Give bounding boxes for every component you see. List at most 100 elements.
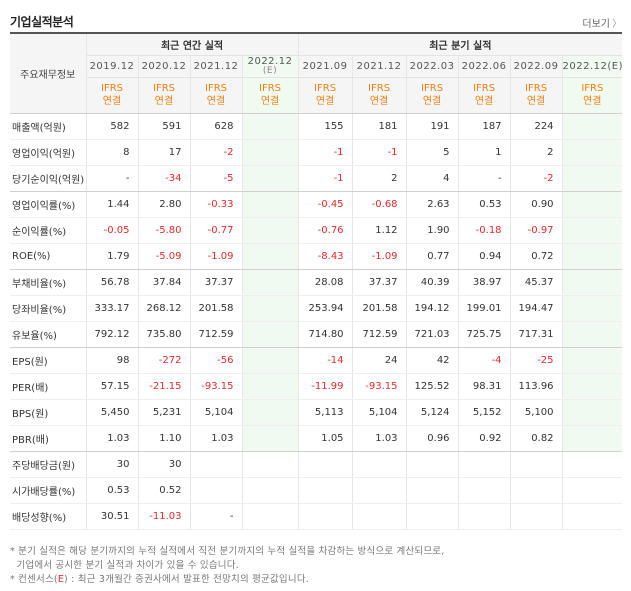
value-cell: 201.58: [190, 295, 243, 322]
period-header: 2022.12(E): [242, 55, 299, 78]
value-cell: [242, 347, 299, 374]
value-cell: -0.05: [86, 217, 139, 244]
period-header: 2022.09: [510, 55, 563, 78]
value-cell: [190, 451, 243, 478]
value-cell: [190, 477, 243, 504]
value-cell: [406, 477, 459, 504]
value-cell: -4: [458, 347, 511, 374]
value-cell: 1.05: [298, 425, 353, 452]
accounting-standard-cell: IFRS 연결: [352, 77, 407, 114]
value-cell: -1: [298, 139, 353, 166]
row-label: EPS(원): [10, 347, 87, 374]
chevron-right-icon: 〉: [612, 19, 622, 30]
more-label[interactable]: 더보기: [582, 19, 610, 30]
value-cell: 735.80: [138, 321, 191, 348]
value-cell: 1.79: [86, 243, 139, 270]
estimate-mark: E: [57, 574, 65, 585]
value-cell: 201.58: [352, 295, 407, 322]
ifrs-label: IFRS: [581, 83, 604, 94]
value-cell: 0.52: [138, 477, 191, 504]
table-row: 부채비율(%) 56.78 37.84 37.37 28.08 37.37 40.39 38.…: [10, 269, 623, 296]
value-cell: -0.77: [190, 217, 243, 244]
table-row: 시가배당률(%) 0.53 0.52: [10, 477, 623, 504]
value-cell: 582: [86, 113, 139, 140]
value-cell: 98: [86, 347, 139, 374]
value-cell: 1.10: [138, 425, 191, 452]
ifrs-label: IFRS: [205, 83, 227, 94]
table-row: 유보율(%) 792.12 735.80 712.59 714.80 712.59 721.…: [10, 321, 623, 348]
value-cell: 181: [352, 113, 407, 140]
consolidated-label: 연결: [206, 96, 226, 107]
value-cell: -0.18: [458, 217, 511, 244]
accounting-standard-cell: IFRS 연결: [562, 77, 623, 114]
value-cell: [562, 477, 623, 504]
value-cell: -5: [190, 165, 243, 192]
table-head: 주요재무정보 최근 연간 실적 최근 분기 실적 2019.12 2020.12 2…: [10, 32, 623, 114]
value-cell: -5.09: [138, 243, 191, 270]
value-cell: [352, 477, 407, 504]
quarter-group-header: 최근 분기 실적: [298, 32, 623, 56]
value-cell: 2: [510, 139, 563, 166]
consolidated-label: 연결: [369, 96, 389, 107]
table-row: 당기순이익(억원) - -34 -5 -1 2 4- -2: [10, 165, 623, 192]
value-cell: 5,113: [298, 399, 353, 426]
value-cell: 0.53: [458, 191, 511, 218]
value-cell: -1.09: [352, 243, 407, 270]
table-row: 주당배당금(원) 30 30: [10, 451, 623, 478]
value-cell: [298, 503, 353, 530]
ifrs-label: IFRS: [101, 83, 123, 94]
value-cell: [510, 451, 563, 478]
value-cell: 717.31: [510, 321, 563, 348]
value-cell: 5,152: [458, 399, 511, 426]
value-cell: [242, 399, 299, 426]
value-cell: 1.03: [86, 425, 139, 452]
value-cell: 30: [138, 451, 191, 478]
table-row: 배당성향(%) 30.51 -11.03-: [10, 503, 623, 530]
row-label: 주당배당금(원): [10, 451, 87, 478]
value-cell: [298, 451, 353, 478]
value-cell: 187: [458, 113, 511, 140]
value-cell: 28.08: [298, 269, 353, 296]
estimate-tag: (E): [262, 66, 278, 76]
value-cell: 5,124: [406, 399, 459, 426]
value-cell: 40.39: [406, 269, 459, 296]
value-cell: [242, 321, 299, 348]
row-label: 영업이익(억원): [10, 139, 87, 166]
value-cell: [562, 269, 623, 296]
value-cell: [242, 165, 299, 192]
row-label: 매출액(억원): [10, 113, 87, 140]
value-cell: [242, 451, 299, 478]
value-cell: [562, 321, 623, 348]
consolidated-label: 연결: [154, 96, 174, 107]
annual-group-header: 최근 연간 실적: [86, 32, 299, 56]
value-cell: [242, 113, 299, 140]
value-cell: 194.12: [406, 295, 459, 322]
ifrs-label: IFRS: [368, 83, 391, 94]
footnote-quarterly-cont: 기업에서 공시한 분기 실적과 차이가 있을 수 있습니다.: [10, 560, 239, 571]
value-cell: [562, 373, 623, 400]
period-label: 2022.12(E): [562, 60, 623, 72]
value-cell: -34: [138, 165, 191, 192]
value-cell: 1.03: [190, 425, 243, 452]
consolidated-label: 연결: [315, 96, 335, 107]
value-cell: [298, 477, 353, 504]
period-header: 2020.12: [138, 55, 191, 78]
value-cell: [242, 191, 299, 218]
table-row: BPS(원) 5,450 5,231 5,104 5,113 5,104 5,124 5,15…: [10, 399, 623, 426]
value-cell: -56: [190, 347, 243, 374]
accounting-standard-cell: IFRS 연결: [510, 77, 563, 114]
accounting-standard-cell: IFRS 연결: [298, 77, 353, 114]
value-cell: 5,104: [190, 399, 243, 426]
period-header: 2021.09: [298, 55, 353, 78]
value-cell: -0.33: [190, 191, 243, 218]
value-cell: -2: [190, 139, 243, 166]
more-link[interactable]: 더보기 〉: [582, 15, 622, 30]
value-cell: 1.44: [86, 191, 139, 218]
value-cell: [352, 503, 407, 530]
value-cell: 712.59: [352, 321, 407, 348]
row-label: 시가배당률(%): [10, 477, 87, 504]
value-cell: 333.17: [86, 295, 139, 322]
value-cell: -11.99: [298, 373, 353, 400]
ifrs-label: IFRS: [421, 83, 444, 94]
value-cell: 24: [352, 347, 407, 374]
